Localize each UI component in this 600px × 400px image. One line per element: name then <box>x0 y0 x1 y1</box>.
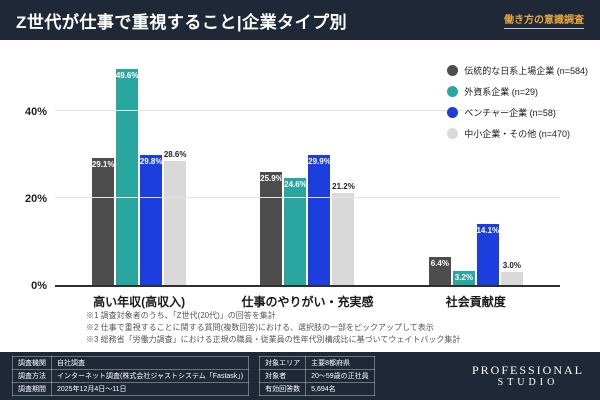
bar-chart: 0% 20% 40% 29.1% 49.6% 29.8% 28.6% 高い年収(高収入) 25… <box>25 55 560 309</box>
bar: 25.9% <box>260 172 283 285</box>
logo-text-line2: STUDIO <box>497 377 559 389</box>
bar-value-label: 49.6% <box>115 71 139 81</box>
bar-value-label: 28.6% <box>163 149 187 159</box>
legend: 伝統的な日系上場企業 (n=584) 外資系企業 (n=29) ベンチャー企業 (n… <box>447 64 588 140</box>
y-axis-tick-label: 40% <box>24 106 47 118</box>
footnotes: ※1 調査対象者のうち、「Z世代(20代)」の回答を集計 ※2 仕事で重視すること… <box>86 310 460 346</box>
bar-value-label: 21.2% <box>332 181 355 191</box>
legend-swatch <box>447 107 459 118</box>
legend-item: 中小企業・その他 (n=470) <box>447 127 588 140</box>
category-label: 社会貢献度 <box>445 295 506 309</box>
gridline <box>55 110 560 111</box>
bar: 49.6% <box>115 69 139 285</box>
survey-meta-row: 対象エリア 主要8都府県 <box>259 356 375 370</box>
logo-text-line1: PROFESSIONAL <box>471 362 584 377</box>
category-label: 仕事のやりがい・充実感 <box>241 295 374 309</box>
bar: 3.0% <box>500 261 523 285</box>
survey-meta-row: 調査期間 2025年12月4日〜11日 <box>12 382 250 396</box>
bar-value-label: 3.0% <box>502 261 521 270</box>
bar: 29.9% <box>308 154 331 285</box>
survey-meta-value: 主要8都府県 <box>305 356 375 370</box>
bar: 3.2% <box>452 271 475 285</box>
survey-meta-label: 対象エリア <box>259 356 307 370</box>
bar: 6.4% <box>428 257 451 285</box>
legend-swatch <box>447 65 459 76</box>
legend-item: 外資系企業 (n=29) <box>447 85 588 98</box>
survey-meta-label: 有効回答数 <box>259 382 307 396</box>
legend-label: 伝統的な日系上場企業 (n=584) <box>464 66 588 76</box>
category-label: 高い年収(高収入) <box>93 295 186 309</box>
bar-group: 6.4% 3.2% 14.1% 3.0% 社会貢献度 <box>428 223 523 309</box>
bar-value-label: 6.4% <box>430 259 449 269</box>
y-axis-tick-label: 20% <box>24 193 47 205</box>
bar-groups: 29.1% 49.6% 29.8% 28.6% 高い年収(高収入) 25.9% 24.6% 2… <box>55 55 560 309</box>
bar-value-label: 29.8% <box>139 157 163 167</box>
bar-value-label: 24.6% <box>284 180 307 189</box>
bar-value-label: 29.1% <box>91 160 115 170</box>
survey-meta-label: 対象者 <box>259 369 307 383</box>
survey-tagline: 働き方の意識調査 <box>504 11 584 29</box>
bar-group: 29.1% 49.6% 29.8% 28.6% 高い年収(高収入) <box>91 69 187 309</box>
footnote-line: ※1 調査対象者のうち、「Z世代(20代)」の回答を集計 <box>86 311 276 320</box>
page-title: Z世代が仕事で重視すること|企業タイプ別 <box>16 12 348 32</box>
bar: 24.6% <box>284 178 307 285</box>
bar-value-label: 25.9% <box>260 174 283 184</box>
bar: 14.1% <box>476 223 500 285</box>
bar: 28.6% <box>164 150 187 285</box>
legend-label: ベンチャー企業 (n=58) <box>464 108 556 118</box>
footnote-line: ※3 総務省「労働力調査」における正規の職員・従業員の性年代別構成比に基づいてウ… <box>86 335 461 344</box>
y-axis-tick-label: 0% <box>31 280 47 292</box>
header-bar: Z世代が仕事で重視すること|企業タイプ別 働き方の意識調査 <box>0 0 600 40</box>
survey-meta-value: 2025年12月4日〜11日 <box>50 382 250 396</box>
bar-group: 25.9% 24.6% 29.9% 21.2% 仕事のやりがい・充実感 <box>241 154 373 309</box>
bar: 29.1% <box>91 158 115 285</box>
survey-meta-table-left: 調査機関 自社調査 調査方法 インターネット調査(株式会社ジャストシステム「Fasta… <box>12 356 250 396</box>
survey-meta-row: 有効回答数 5,694名 <box>259 382 375 396</box>
survey-meta-value: 自社調査 <box>50 356 250 370</box>
bar-value-label: 14.1% <box>476 225 500 235</box>
bar-value-label: 29.9% <box>308 156 331 166</box>
footer-bar: 調査機関 自社調査 調査方法 インターネット調査(株式会社ジャストシステム「Fasta… <box>0 352 600 400</box>
legend-item: ベンチャー企業 (n=58) <box>447 106 588 119</box>
y-axis: 0% 20% 40% <box>7 55 47 292</box>
legend-item: 伝統的な日系上場企業 (n=584) <box>447 64 588 77</box>
company-logo: PROFESSIONAL STUDIO <box>472 363 588 389</box>
bar: 21.2% <box>332 182 355 285</box>
legend-label: 外資系企業 (n=29) <box>464 87 538 97</box>
survey-meta-row: 対象者 20〜59歳の正社員 <box>259 369 375 383</box>
legend-label: 中小企業・その他 (n=470) <box>464 129 570 139</box>
survey-meta-table-right: 対象エリア 主要8都府県 対象者 20〜59歳の正社員 有効回答数 5,694名 <box>259 356 375 396</box>
survey-meta-value: インターネット調査(株式会社ジャストシステム「Fastask」) <box>50 369 250 383</box>
legend-swatch <box>447 86 459 97</box>
survey-meta-label: 調査方法 <box>12 369 52 383</box>
gridline <box>55 197 560 198</box>
footnote-line: ※2 仕事で重視することに関する質問(複数回答)における、選択肢の一部をピックア… <box>86 323 434 332</box>
bar-value-label: 3.2% <box>454 273 473 283</box>
bar: 29.8% <box>139 155 163 285</box>
survey-meta-label: 調査機関 <box>12 356 52 370</box>
survey-meta-value: 20〜59歳の正社員 <box>305 369 375 383</box>
survey-meta-row: 調査方法 インターネット調査(株式会社ジャストシステム「Fastask」) <box>12 369 250 383</box>
survey-meta-label: 調査期間 <box>12 382 52 396</box>
survey-meta-value: 5,694名 <box>305 382 375 396</box>
legend-swatch <box>447 128 459 139</box>
survey-meta-row: 調査機関 自社調査 <box>12 356 250 370</box>
